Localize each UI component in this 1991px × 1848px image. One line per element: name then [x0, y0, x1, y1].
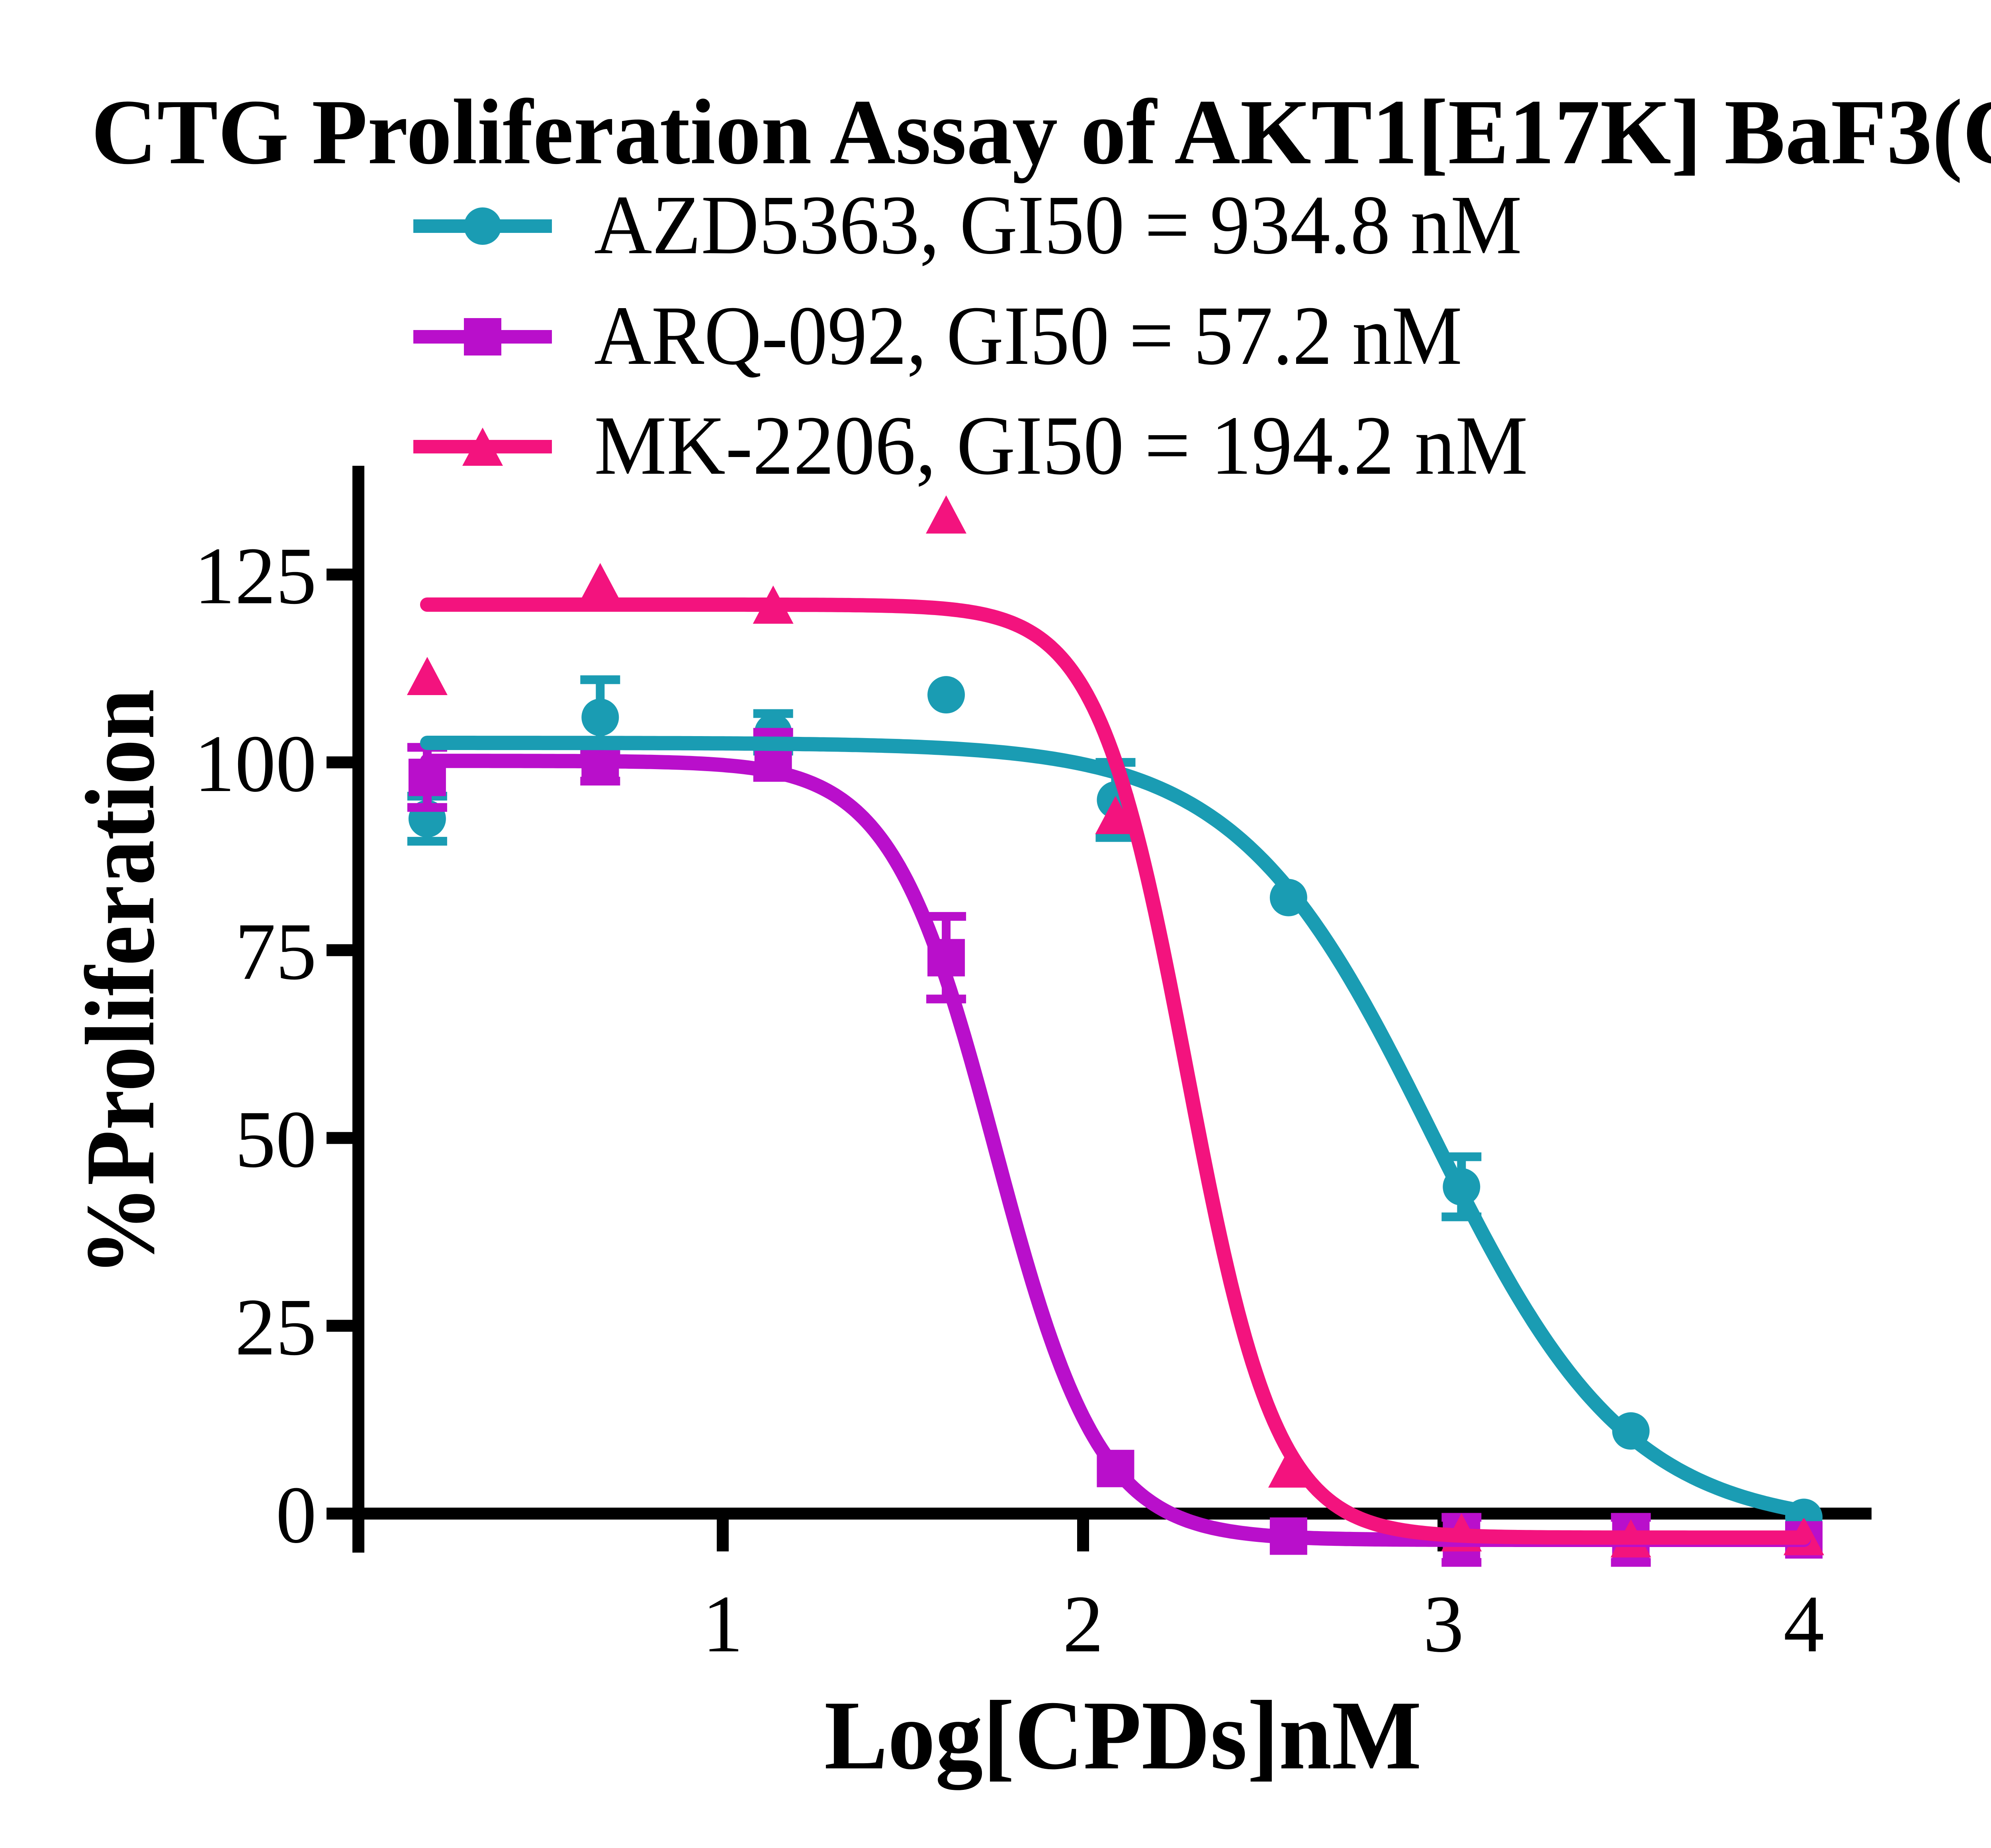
fit-curve-MK-2206: [420, 597, 1811, 1545]
y-tick-label: 50: [235, 1094, 317, 1185]
x-tick-label: 3: [1423, 1579, 1464, 1669]
data-point-circle: [581, 698, 619, 736]
data-point-circle: [927, 676, 965, 714]
chart-title: CTG Proliferation Assay of AKT1[E17K] Ba…: [91, 80, 1991, 184]
data-point-square: [464, 318, 501, 356]
x-tick-label: 1: [702, 1579, 743, 1669]
y-tick-label: 125: [194, 531, 317, 621]
series-points-MK-2206: [407, 495, 1824, 1558]
legend-label-mk2206: MK-2206, GI50 = 194.2 nM: [594, 399, 1528, 492]
x-tick-label: 4: [1784, 1579, 1825, 1669]
y-tick-label: 25: [235, 1282, 317, 1372]
data-points-layer: [407, 495, 1824, 1567]
data-point-circle: [464, 207, 501, 245]
legend: AZD5363, GI50 = 934.8 nM ARQ-092, GI50 =…: [413, 178, 1528, 492]
series-points-ARQ-092: [407, 728, 1823, 1567]
data-point-triangle: [1095, 796, 1136, 834]
legend-label-arq092: ARQ-092, GI50 = 57.2 nM: [594, 289, 1462, 382]
fit-curve-AZD5363: [420, 736, 1811, 1519]
fit-curve-ARQ-092: [420, 754, 1811, 1547]
y-axis-title: %Proliferation: [65, 689, 175, 1276]
axes: 0 25 50 75 100 125 1 2 3 4: [194, 466, 1872, 1669]
y-tick-label: 0: [276, 1470, 317, 1560]
data-point-triangle: [580, 563, 621, 602]
data-point-triangle: [407, 656, 448, 695]
x-tick-label: 2: [1063, 1579, 1104, 1669]
fit-curves-layer: [420, 597, 1811, 1547]
y-tick-label: 100: [194, 719, 317, 809]
data-point-triangle: [926, 495, 967, 534]
legend-marker-icons: [413, 207, 552, 466]
x-axis-title: Log[CPDs]nM: [824, 1680, 1422, 1790]
legend-label-azd5363: AZD5363, GI50 = 934.8 nM: [594, 178, 1522, 272]
y-tick-label: 75: [235, 906, 317, 997]
data-point-triangle: [462, 428, 503, 466]
